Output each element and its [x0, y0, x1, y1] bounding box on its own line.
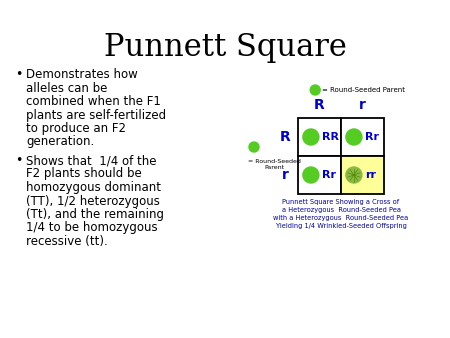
Circle shape	[303, 167, 319, 183]
Text: Demonstrates how: Demonstrates how	[26, 68, 138, 81]
Bar	[341, 118, 384, 156]
Text: R: R	[279, 130, 290, 144]
Text: (Tt), and the remaining: (Tt), and the remaining	[26, 208, 164, 221]
Circle shape	[303, 129, 319, 145]
Text: r: r	[359, 98, 366, 112]
Text: 1/4 to be homozygous: 1/4 to be homozygous	[26, 221, 158, 235]
Text: r: r	[282, 168, 288, 182]
Text: •: •	[15, 154, 22, 167]
Text: (TT), 1/2 heterozygous: (TT), 1/2 heterozygous	[26, 194, 160, 208]
Text: rr: rr	[365, 170, 376, 180]
Circle shape	[346, 167, 362, 183]
Bar	[341, 156, 384, 194]
Text: to produce an F2: to produce an F2	[26, 122, 126, 135]
Text: •: •	[15, 68, 22, 81]
Text: combined when the F1: combined when the F1	[26, 95, 161, 108]
Text: generation.: generation.	[26, 136, 94, 148]
Text: = Round-Seeded
Parent: = Round-Seeded Parent	[248, 159, 301, 170]
Bar	[298, 118, 341, 156]
Text: plants are self-fertilized: plants are self-fertilized	[26, 108, 166, 121]
Text: Shows that  1/4 of the: Shows that 1/4 of the	[26, 154, 157, 167]
Text: alleles can be: alleles can be	[26, 81, 108, 95]
Text: Rr: Rr	[322, 170, 336, 180]
Text: recessive (tt).: recessive (tt).	[26, 235, 108, 248]
Text: homozygous dominant: homozygous dominant	[26, 181, 161, 194]
Text: F2 plants should be: F2 plants should be	[26, 168, 142, 180]
Circle shape	[310, 85, 320, 95]
Text: RR: RR	[322, 132, 339, 142]
Circle shape	[249, 142, 259, 152]
Text: Punnett Square Showing a Cross of
a Heterozygous  Round-Seeded Pea
with a Hetero: Punnett Square Showing a Cross of a Hete…	[274, 199, 409, 229]
Bar	[298, 156, 341, 194]
Text: Punnett Square: Punnett Square	[104, 32, 346, 63]
Text: R: R	[314, 98, 325, 112]
Circle shape	[346, 129, 362, 145]
Text: = Round-Seeded Parent: = Round-Seeded Parent	[322, 87, 405, 93]
Text: Rr: Rr	[365, 132, 379, 142]
